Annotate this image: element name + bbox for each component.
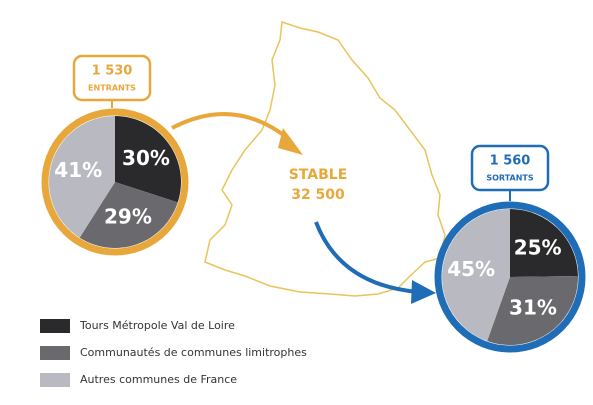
legend-label: Tours Métropole Val de Loire <box>79 319 235 332</box>
legend-label: Communautés de communes limitrophes <box>80 346 307 359</box>
stable-label: STABLE <box>289 167 348 183</box>
arrow-out-head <box>411 280 436 304</box>
label-box <box>470 144 550 192</box>
legend-swatch <box>40 319 70 333</box>
pie-slice <box>487 275 578 345</box>
slice-label: 31% <box>509 296 557 320</box>
label-box <box>72 54 152 102</box>
pie-slice <box>79 182 178 249</box>
slice-label: 25% <box>514 235 562 259</box>
arrow-in-head <box>278 128 303 155</box>
territory-map <box>204 20 446 297</box>
pie-slice <box>510 209 578 277</box>
pie-slice <box>115 116 182 203</box>
slice-label: 29% <box>104 205 152 229</box>
pie-slice <box>442 209 510 342</box>
pie-ring <box>434 201 586 353</box>
arrow-in <box>171 112 292 142</box>
box-subtitle: SORTANTS <box>486 174 534 183</box>
slice-label: 30% <box>122 146 170 170</box>
pie-ring <box>41 108 189 256</box>
legend-swatch <box>40 373 70 387</box>
box-title: 1 530 <box>92 64 133 79</box>
box-title: 1 560 <box>490 154 531 169</box>
pie-slice <box>48 116 115 238</box>
legend-swatch <box>40 346 70 360</box>
legend-label: Autres communes de France <box>80 373 237 386</box>
box-subtitle: ENTRANTS <box>88 84 136 93</box>
slice-label: 41% <box>54 158 102 182</box>
arrow-out <box>314 221 419 294</box>
stable-value: 32 500 <box>291 187 345 203</box>
slice-label: 45% <box>447 257 495 281</box>
